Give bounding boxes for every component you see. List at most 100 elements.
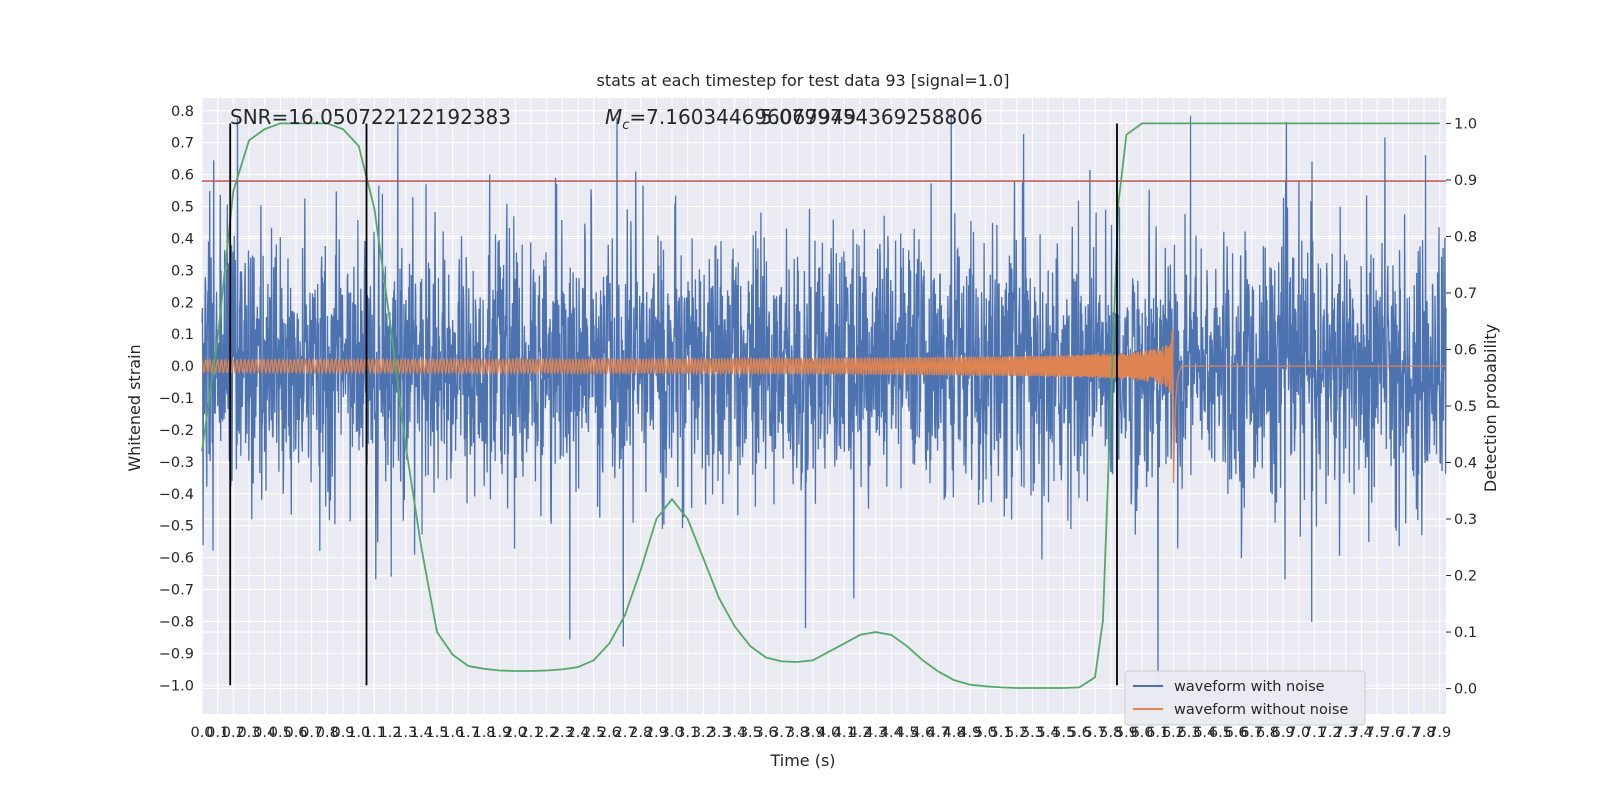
x-tick-label: 4.4 — [880, 725, 903, 741]
x-tick-label: 7.5 — [1366, 725, 1389, 741]
x-tick-label: 1.4 — [410, 725, 433, 741]
chart-title: stats at each timestep for test data 93 … — [597, 71, 1010, 90]
x-tick-label: 3.9 — [802, 725, 825, 741]
x-tick-label: 6.9 — [1272, 725, 1295, 741]
x-tick-label: 4.2 — [849, 725, 872, 741]
y-tick-label: −0.8 — [159, 614, 194, 630]
y-tick-label: −0.4 — [159, 487, 194, 503]
y-right-tick-label: 0.4 — [1454, 456, 1477, 472]
x-tick-label: 5.5 — [1052, 725, 1075, 741]
y-tick-label: 0.2 — [171, 295, 194, 311]
series-line-without-noise — [201, 329, 1446, 484]
x-tick-label: 6.1 — [1146, 725, 1169, 741]
y-right-tick-label: 0.3 — [1454, 512, 1477, 528]
x-tick-label: 6.7 — [1240, 725, 1263, 741]
y-right-tick-label: 0.0 — [1454, 682, 1477, 698]
y-tick-label: −0.6 — [159, 551, 194, 567]
x-tick-label: 2.4 — [566, 725, 589, 741]
x-tick-label: 1.2 — [378, 725, 401, 741]
y-tick-label: 0.4 — [171, 231, 194, 247]
x-tick-label: 5.9 — [1115, 725, 1138, 741]
x-tick-label: 6.4 — [1193, 725, 1216, 741]
x-tick-label: 7.3 — [1334, 725, 1357, 741]
x-tick-label: 6.2 — [1162, 725, 1185, 741]
mc-value: =7.160344696067949 — [629, 105, 856, 129]
x-tick-label: 3.7 — [770, 725, 793, 741]
x-tick-label: 2.8 — [629, 725, 652, 741]
legend: waveform with noise waveform without noi… — [1124, 670, 1366, 726]
y-tick-label: −1.0 — [159, 678, 194, 694]
x-tick-label: 0.0 — [190, 725, 213, 741]
y-tick-label: −0.7 — [159, 583, 194, 599]
x-tick-label: 7.9 — [1428, 725, 1451, 741]
x-tick-label: 5.7 — [1084, 725, 1107, 741]
detection-probability-line — [201, 122, 1440, 689]
mc-symbol: M — [605, 105, 622, 129]
x-tick-label: 7.2 — [1319, 725, 1342, 741]
x-tick-label: 2.7 — [613, 725, 636, 741]
x-tick-label: 1.9 — [488, 725, 511, 741]
x-tick-label: 2.0 — [504, 725, 527, 741]
overlay-layer — [201, 122, 1446, 689]
x-tick-label: 4.3 — [864, 725, 887, 741]
series-layer — [201, 113, 1447, 692]
y-right-tick-label: 1.0 — [1454, 116, 1477, 132]
y-tick-label: 0.3 — [171, 263, 194, 279]
x-tick-label: 0.3 — [237, 725, 260, 741]
x-tick-label: 6.3 — [1178, 725, 1201, 741]
x-tick-label: 5.6 — [1068, 725, 1091, 741]
x-tick-label: 4.1 — [833, 725, 856, 741]
y-tick-label: −0.5 — [159, 519, 194, 535]
y-tick-label: −0.1 — [159, 391, 194, 407]
y-right-tick-label: 0.1 — [1454, 625, 1477, 641]
x-tick-label: 6.6 — [1225, 725, 1248, 741]
x-tick-label: 6.8 — [1256, 725, 1279, 741]
x-tick-label: 0.8 — [316, 725, 339, 741]
x-tick-label: 1.3 — [394, 725, 417, 741]
y-right-tick-label: 0.7 — [1454, 286, 1477, 302]
x-tick-label: 0.6 — [284, 725, 307, 741]
x-tick-label: 7.4 — [1350, 725, 1373, 741]
x-tick-label: 6.5 — [1209, 725, 1232, 741]
overlap-annotation: 5.0799754369258806 — [760, 105, 983, 129]
x-tick-label: 2.9 — [645, 725, 668, 741]
x-tick-label: 1.6 — [441, 725, 464, 741]
x-tick-label: 7.7 — [1397, 725, 1420, 741]
y-tick-label: −0.3 — [159, 455, 194, 471]
y-axis-label: Whitened strain — [125, 344, 144, 471]
x-tick-label: 4.0 — [817, 725, 840, 741]
y-tick-label: 0.0 — [171, 359, 194, 375]
y-right-tick-label: 0.8 — [1454, 229, 1477, 245]
y-tick-label: 0.7 — [171, 136, 194, 152]
x-tick-label: 5.4 — [1037, 725, 1060, 741]
x-tick-label: 0.9 — [331, 725, 354, 741]
y-right-tick-label: 0.5 — [1454, 399, 1477, 415]
x-tick-label: 3.8 — [786, 725, 809, 741]
x-tick-label: 5.2 — [1005, 725, 1028, 741]
x-tick-label: 7.6 — [1381, 725, 1404, 741]
y-right-tick-label: 0.9 — [1454, 173, 1477, 189]
x-tick-label: 7.8 — [1413, 725, 1436, 741]
x-tick-label: 0.5 — [269, 725, 292, 741]
mc-subscript: c — [622, 118, 629, 133]
x-tick-label: 5.0 — [974, 725, 997, 741]
x-tick-label: 3.3 — [707, 725, 730, 741]
x-tick-label: 0.1 — [206, 725, 229, 741]
y-right-tick-label: 0.2 — [1454, 569, 1477, 585]
x-tick-label: 3.0 — [660, 725, 683, 741]
y-tick-label: 0.1 — [171, 327, 194, 343]
x-tick-label: 6.0 — [1131, 725, 1154, 741]
x-tick-label: 3.6 — [754, 725, 777, 741]
mc-annotation: Mc=7.160344696067949 — [605, 105, 856, 133]
x-tick-label: 5.1 — [990, 725, 1013, 741]
x-tick-label: 0.4 — [253, 725, 276, 741]
x-tick-label: 2.3 — [551, 725, 574, 741]
x-axis-label: Time (s) — [769, 751, 835, 770]
y-tick-label: 0.6 — [171, 168, 194, 184]
legend-label-clean: waveform without noise — [1174, 702, 1348, 718]
legend-box — [1124, 670, 1366, 726]
x-tick-label: 3.4 — [723, 725, 746, 741]
axis-layer: 0.00.10.20.30.40.50.60.70.80.91.01.11.21… — [159, 104, 1477, 741]
y-tick-label: −0.2 — [159, 423, 194, 439]
